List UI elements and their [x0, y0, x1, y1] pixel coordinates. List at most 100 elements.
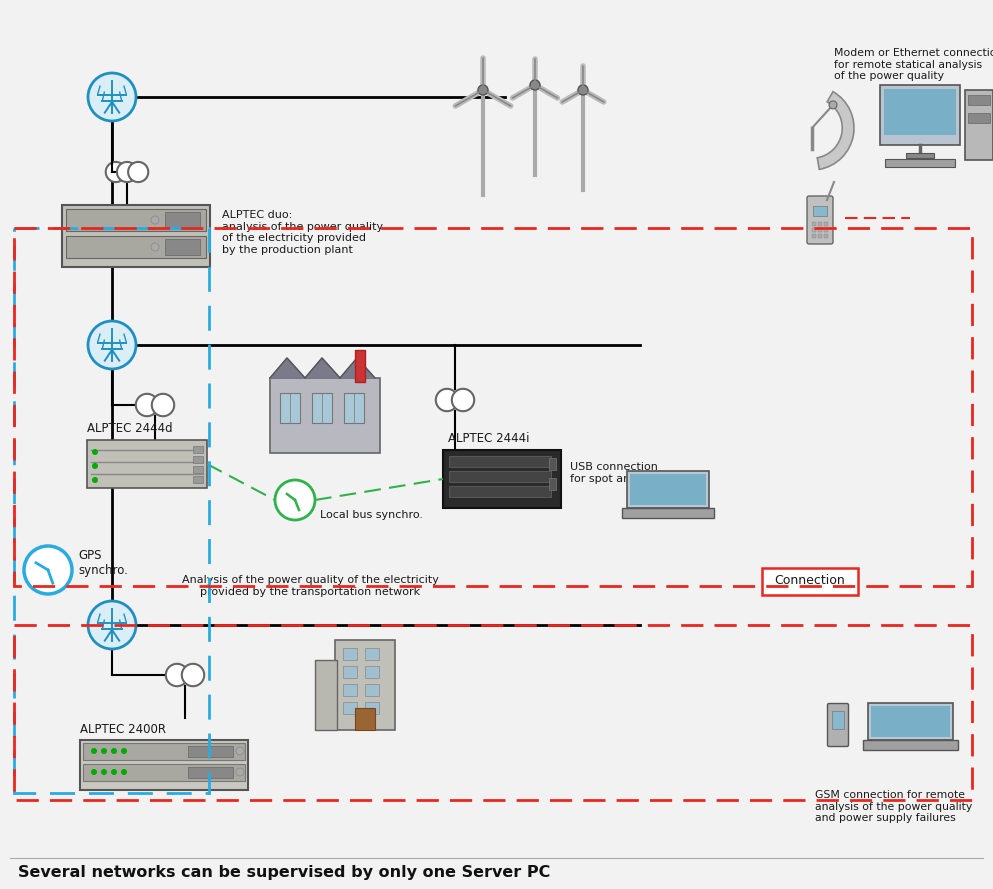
Circle shape — [121, 748, 127, 754]
FancyBboxPatch shape — [355, 708, 375, 730]
FancyBboxPatch shape — [818, 228, 822, 232]
FancyBboxPatch shape — [449, 486, 551, 497]
FancyBboxPatch shape — [812, 234, 816, 238]
FancyBboxPatch shape — [335, 640, 395, 730]
Circle shape — [530, 80, 540, 90]
FancyBboxPatch shape — [188, 746, 233, 757]
Circle shape — [88, 321, 136, 369]
Circle shape — [91, 748, 97, 754]
Circle shape — [101, 748, 107, 754]
Circle shape — [111, 748, 117, 754]
Circle shape — [92, 449, 98, 455]
FancyBboxPatch shape — [193, 446, 203, 453]
FancyBboxPatch shape — [832, 711, 844, 729]
FancyBboxPatch shape — [193, 456, 203, 463]
Circle shape — [829, 100, 837, 108]
Text: Modem or Ethernet connection
for remote statical analysis
of the power quality: Modem or Ethernet connection for remote … — [834, 48, 993, 81]
FancyBboxPatch shape — [193, 466, 203, 473]
Circle shape — [452, 388, 475, 412]
Circle shape — [166, 664, 189, 686]
Text: Several networks can be supervised by only one Server PC: Several networks can be supervised by on… — [18, 864, 550, 879]
Circle shape — [117, 162, 137, 182]
FancyBboxPatch shape — [968, 113, 990, 123]
FancyBboxPatch shape — [343, 666, 357, 678]
Text: USB connection
for spot analysis: USB connection for spot analysis — [570, 462, 661, 484]
Circle shape — [151, 243, 159, 251]
Polygon shape — [340, 358, 375, 378]
FancyBboxPatch shape — [165, 212, 200, 228]
FancyBboxPatch shape — [83, 764, 245, 781]
Circle shape — [436, 388, 458, 412]
FancyBboxPatch shape — [812, 228, 816, 232]
FancyBboxPatch shape — [312, 393, 332, 423]
FancyBboxPatch shape — [549, 478, 556, 490]
Wedge shape — [817, 92, 854, 170]
Circle shape — [24, 546, 72, 594]
Polygon shape — [305, 358, 340, 378]
Circle shape — [578, 85, 588, 95]
FancyBboxPatch shape — [365, 666, 379, 678]
FancyBboxPatch shape — [193, 476, 203, 483]
Circle shape — [136, 394, 158, 416]
FancyBboxPatch shape — [965, 90, 993, 160]
Polygon shape — [270, 358, 305, 378]
Circle shape — [92, 477, 98, 483]
FancyBboxPatch shape — [365, 684, 379, 696]
FancyBboxPatch shape — [449, 456, 551, 467]
FancyBboxPatch shape — [165, 239, 200, 255]
Circle shape — [105, 162, 126, 182]
FancyBboxPatch shape — [880, 85, 960, 145]
FancyBboxPatch shape — [66, 209, 206, 231]
FancyBboxPatch shape — [813, 206, 827, 216]
Text: ALPTEC 2400R: ALPTEC 2400R — [80, 723, 166, 736]
FancyBboxPatch shape — [871, 706, 950, 737]
FancyBboxPatch shape — [818, 234, 822, 238]
Circle shape — [236, 768, 244, 776]
Text: Connection: Connection — [775, 574, 845, 588]
FancyBboxPatch shape — [762, 568, 858, 595]
Circle shape — [152, 394, 174, 416]
FancyBboxPatch shape — [824, 234, 828, 238]
Text: ALPTEC 2444d: ALPTEC 2444d — [87, 422, 173, 435]
FancyBboxPatch shape — [355, 350, 365, 382]
FancyBboxPatch shape — [270, 378, 380, 453]
Circle shape — [478, 85, 488, 95]
FancyBboxPatch shape — [343, 684, 357, 696]
FancyBboxPatch shape — [824, 228, 828, 232]
FancyBboxPatch shape — [630, 474, 706, 505]
Circle shape — [88, 73, 136, 121]
FancyBboxPatch shape — [807, 196, 833, 244]
Circle shape — [182, 664, 205, 686]
Circle shape — [91, 769, 97, 775]
FancyBboxPatch shape — [315, 660, 337, 730]
FancyBboxPatch shape — [818, 222, 822, 226]
FancyBboxPatch shape — [868, 703, 953, 740]
FancyBboxPatch shape — [827, 703, 848, 747]
Circle shape — [151, 216, 159, 224]
FancyBboxPatch shape — [812, 222, 816, 226]
FancyBboxPatch shape — [344, 393, 364, 423]
Circle shape — [101, 769, 107, 775]
FancyBboxPatch shape — [549, 458, 556, 470]
Circle shape — [121, 769, 127, 775]
Text: Analysis of the power quality of the electricity
provided by the transportation : Analysis of the power quality of the ele… — [182, 575, 439, 597]
Bar — [14, 228, 209, 793]
FancyBboxPatch shape — [66, 236, 206, 258]
Text: GSM connection for remote
analysis of the power quality
and power supply failure: GSM connection for remote analysis of th… — [815, 790, 972, 823]
FancyBboxPatch shape — [87, 440, 207, 488]
FancyBboxPatch shape — [627, 471, 709, 508]
FancyBboxPatch shape — [884, 89, 956, 135]
FancyBboxPatch shape — [188, 767, 233, 778]
FancyBboxPatch shape — [443, 450, 561, 508]
Circle shape — [128, 162, 148, 182]
FancyBboxPatch shape — [863, 740, 958, 750]
Circle shape — [236, 747, 244, 755]
Circle shape — [88, 601, 136, 649]
FancyBboxPatch shape — [62, 205, 210, 267]
FancyBboxPatch shape — [968, 95, 990, 105]
Text: ALPTEC duo:
analysis of the power quality
of the electricity provided
by the pro: ALPTEC duo: analysis of the power qualit… — [222, 210, 383, 255]
Bar — [14, 228, 972, 586]
FancyBboxPatch shape — [80, 740, 248, 790]
Circle shape — [92, 463, 98, 469]
FancyBboxPatch shape — [83, 743, 245, 760]
